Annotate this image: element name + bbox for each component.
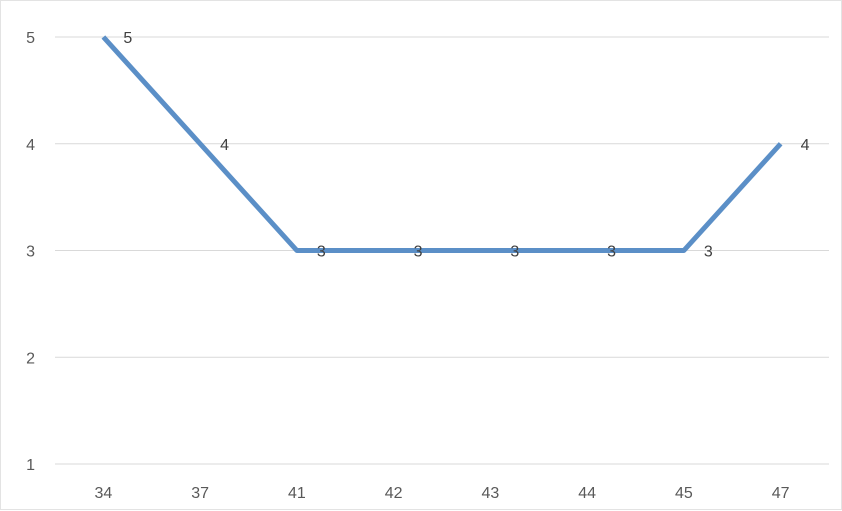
data-label: 4 — [801, 137, 810, 154]
y-tick-label: 3 — [26, 244, 35, 261]
x-tick-label: 44 — [578, 485, 596, 502]
x-tick-label: 45 — [675, 485, 693, 502]
data-label: 3 — [510, 244, 519, 261]
data-label: 5 — [123, 30, 132, 47]
data-label: 3 — [414, 244, 423, 261]
data-label: 3 — [317, 244, 326, 261]
x-tick-label: 34 — [94, 485, 112, 502]
y-tick-label: 5 — [26, 30, 35, 47]
x-tick-label: 41 — [288, 485, 306, 502]
x-axis-ticks: 34 37 41 42 43 44 45 47 — [94, 485, 789, 502]
y-axis-ticks: 1 2 3 4 5 — [26, 30, 35, 474]
y-tick-label: 2 — [26, 350, 35, 367]
x-tick-label: 37 — [191, 485, 209, 502]
series-lines — [101, 35, 783, 253]
data-label: 3 — [607, 244, 616, 261]
data-label: 4 — [220, 137, 229, 154]
series-line — [101, 35, 783, 253]
x-tick-label: 42 — [385, 485, 403, 502]
y-tick-label: 1 — [26, 457, 35, 474]
data-label: 3 — [704, 244, 713, 261]
x-tick-label: 43 — [481, 485, 499, 502]
y-tick-label: 4 — [26, 137, 35, 154]
x-tick-label: 47 — [772, 485, 790, 502]
data-labels: 5 4 3 3 3 3 3 4 — [123, 30, 809, 261]
